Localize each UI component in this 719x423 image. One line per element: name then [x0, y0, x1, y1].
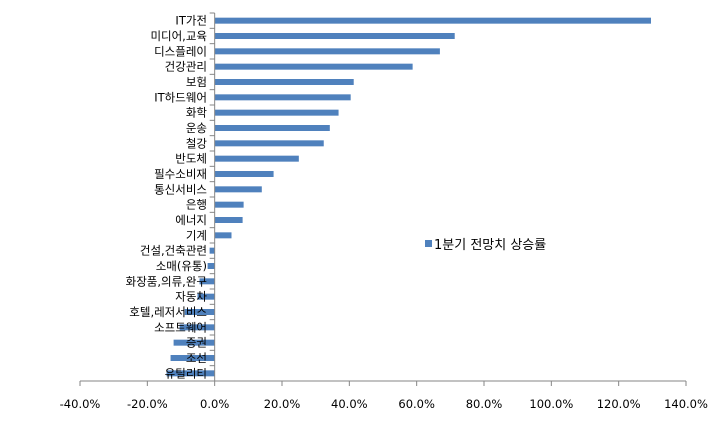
bar [214, 186, 262, 193]
legend: 1분기 전망치 상승률 [425, 238, 546, 253]
category-label: 반도체 [175, 152, 207, 166]
bar [214, 155, 299, 162]
category-label: 증권 [186, 336, 207, 350]
category-label: 통신서비스 [154, 182, 207, 196]
category-label: 화학 [186, 106, 208, 120]
legend-swatch [425, 240, 432, 247]
bar [214, 171, 274, 177]
bar [214, 79, 354, 85]
bar [184, 309, 215, 315]
bar [214, 63, 413, 70]
bar [214, 217, 243, 223]
category-label: 미디어,교육 [150, 29, 207, 43]
bar [214, 33, 455, 39]
category-label: 에너지 [175, 213, 207, 227]
bar [214, 94, 351, 101]
x-tick-label: 100.0% [529, 397, 573, 411]
category-label: IT하드웨어 [154, 90, 207, 104]
category-label: 소프트웨어 [154, 320, 207, 334]
category-label: IT가전 [175, 14, 207, 28]
x-tick-label: -20.0% [127, 397, 168, 411]
bar [166, 370, 215, 377]
category-label: 운송 [186, 121, 207, 135]
category-label: 호텔,레저서비스 [129, 305, 207, 319]
x-tick-label: 0.0% [200, 397, 229, 411]
x-tick-label: 40.0% [331, 397, 368, 411]
bar [214, 232, 232, 239]
bar [197, 293, 215, 300]
category-label: 화장품,의류,완구 [126, 274, 207, 288]
x-tick-label: 120.0% [597, 397, 641, 411]
category-label: 유틸리티 [165, 366, 207, 380]
category-label: 보험 [186, 75, 207, 89]
category-label: 자동차 [175, 290, 207, 304]
x-tick-label: 140.0% [664, 397, 708, 411]
bar [214, 109, 339, 116]
category-label: 건설,건축관련 [140, 244, 207, 258]
bar [214, 201, 244, 208]
x-tick-label: 80.0% [466, 397, 503, 411]
legend-label: 1분기 전망치 상승률 [434, 238, 546, 253]
bar [214, 17, 651, 24]
x-tick-label: 60.0% [398, 397, 435, 411]
axes-layer: -40.0% -20.0% 0.0% 20.0% 40.0% 60.0% 80.0% 100.… [60, 12, 708, 411]
bar [214, 48, 440, 55]
x-tick-label: 20.0% [264, 397, 301, 411]
category-label: 건강관리 [165, 60, 207, 74]
bar [214, 125, 330, 131]
x-tick-label: -40.0% [60, 397, 101, 411]
bar [209, 247, 215, 254]
bar [214, 140, 324, 147]
category-label: 소매(유통) [156, 259, 207, 273]
category-label: 철강 [186, 136, 208, 150]
category-label: 은행 [186, 198, 207, 212]
bar [179, 324, 215, 331]
category-labels: IT가전미디어,교육디스플레이건강관리보험IT하드웨어화학운송철강반도체필수소비… [126, 14, 208, 381]
category-label: 조선 [186, 351, 207, 365]
bars-layer [166, 17, 651, 377]
category-label: 필수소비재 [154, 167, 207, 181]
category-label: 기계 [186, 228, 207, 242]
category-label: 디스플레이 [154, 44, 207, 58]
bar [207, 263, 215, 269]
bar [199, 278, 215, 285]
bar [173, 339, 215, 346]
bar [170, 355, 215, 361]
